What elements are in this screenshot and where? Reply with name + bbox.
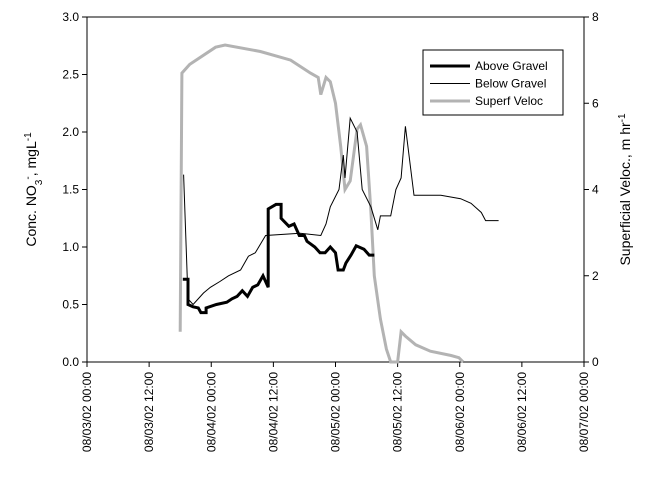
y2-axis-title-part: -1 [617, 113, 628, 122]
legend-label: Above Gravel [475, 59, 548, 73]
x-tick-label: 08/03/02 12:00 [142, 372, 156, 452]
legend-label: Superf Veloc [475, 94, 543, 108]
series-line [178, 43, 465, 364]
legend-label: Below Gravel [475, 77, 546, 91]
x-tick-label: 08/06/02 00:00 [453, 372, 467, 452]
y-tick-label: 2.0 [62, 125, 79, 139]
y2-axis-title-part: Superficial Veloc., m hr [617, 122, 633, 266]
y2-tick-label: 8 [592, 10, 599, 24]
x-tick-label: 08/07/02 00:00 [577, 372, 591, 452]
y-tick-label: 0.5 [62, 298, 79, 312]
y-tick-label: 2.5 [62, 68, 79, 82]
y2-tick-label: 4 [592, 183, 599, 197]
y-tick-label: 1.0 [62, 240, 79, 254]
y-axis-title-part: - [23, 176, 34, 179]
y2-tick-label: 6 [592, 96, 599, 110]
y-axis-title-part: -1 [23, 132, 34, 141]
x-tick-label: 08/05/02 00:00 [329, 372, 343, 452]
y-axis-title-part: 3 [34, 179, 45, 185]
legend-box [422, 49, 564, 116]
y-tick-label: 3.0 [62, 10, 79, 24]
x-tick-label: 08/05/02 12:00 [391, 372, 405, 452]
y-axis-title: Conc. NO3-, mgL-1 [23, 132, 45, 247]
y-tick-label: 1.5 [62, 183, 79, 197]
series-line [182, 202, 375, 315]
y-tick-label: 0.0 [62, 355, 79, 369]
x-tick-label: 08/03/02 00:00 [80, 372, 94, 452]
series-line [183, 116, 499, 306]
y2-axis-title: Superficial Veloc., m hr-1 [617, 113, 634, 266]
y-axis-title-part: , mgL [23, 141, 39, 176]
y2-tick-label: 2 [592, 269, 599, 283]
y2-tick-label: 0 [592, 355, 599, 369]
x-tick-label: 08/06/02 12:00 [515, 372, 529, 452]
y-axis-title-part: Conc. NO [23, 185, 39, 247]
x-tick-label: 08/04/02 12:00 [266, 372, 280, 452]
x-tick-label: 08/04/02 00:00 [204, 372, 218, 452]
